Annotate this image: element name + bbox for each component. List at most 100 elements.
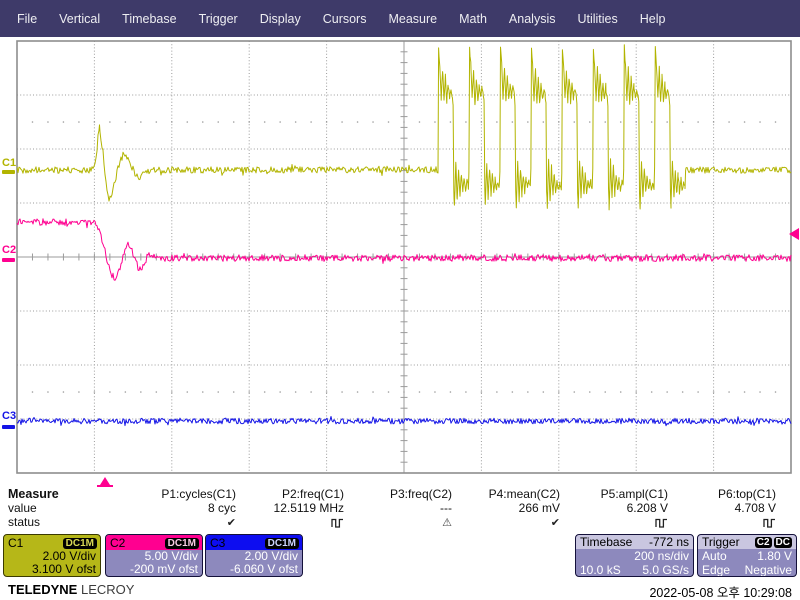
grid-dot: [712, 391, 715, 393]
timebase-header: Timebase -772 ns: [576, 535, 693, 549]
c1-offset: 3.100 V ofst: [31, 562, 96, 576]
label-c1[interactable]: C1: [2, 157, 16, 169]
grid-dot: [558, 121, 560, 123]
c3-coupling-badge: DC1M: [264, 537, 299, 549]
c1-coupling-badge: DC1M: [62, 537, 97, 549]
menu-item-utilities[interactable]: Utilities: [577, 11, 618, 26]
menu-item-vertical[interactable]: Vertical: [59, 11, 101, 26]
measure-header-row: Measure P1:cycles(C1) P2:freq(C1) P3:freq(…: [0, 487, 800, 501]
grid-dot: [310, 121, 312, 123]
grid-dot: [449, 121, 452, 123]
grid-dot: [31, 121, 34, 123]
measure-header-p1[interactable]: P1:cycles(C1): [161, 487, 236, 501]
menu-item-measure[interactable]: Measure: [388, 11, 438, 26]
grid-dot: [140, 391, 142, 393]
grid-dot: [201, 391, 204, 393]
grid-dot: [635, 121, 637, 123]
ground-marker-c1[interactable]: [2, 170, 15, 174]
brand-bold: TELEDYNE: [8, 582, 78, 597]
grid-dot: [542, 391, 545, 393]
trigger-coupling-badge: DC: [773, 536, 792, 548]
measure-header-p5[interactable]: P5:ampl(C1): [600, 487, 668, 501]
grid-dot: [573, 391, 576, 393]
label-c2[interactable]: C2: [2, 244, 16, 256]
grid-dot: [588, 121, 591, 123]
menu-item-trigger[interactable]: Trigger: [198, 11, 238, 26]
trigger-position-marker[interactable]: [100, 477, 110, 485]
c3-header: C3 DC1M: [206, 535, 302, 550]
timebase-box[interactable]: Timebase -772 ns 200 ns/div 10.0 kS 5.0 …: [575, 534, 694, 577]
menu-item-math[interactable]: Math: [459, 11, 487, 26]
grid-dot: [341, 391, 343, 393]
trace-c1: [16, 44, 792, 211]
grid-dot: [650, 391, 653, 393]
menu-item-analysis[interactable]: Analysis: [508, 11, 556, 26]
brand-light: LECROY: [80, 582, 135, 597]
grid-dot: [480, 391, 483, 393]
grid-dot: [109, 391, 111, 393]
grid-dot: [217, 391, 220, 393]
measure-header-p3[interactable]: P3:freq(C2): [389, 487, 452, 501]
measure-status-p1: ✔: [128, 515, 236, 529]
measure-status-p4: ✔: [452, 515, 560, 529]
menu-item-help[interactable]: Help: [639, 11, 666, 26]
trace-c3: [16, 416, 792, 427]
measure-value-row: value 8 cyc 12.5119 MHz --- 266 mV 6.208 V 4.…: [0, 501, 800, 515]
menu-item-display[interactable]: Display: [259, 11, 301, 26]
measure-header-p4[interactable]: P4:mean(C2): [488, 487, 560, 501]
grid-dot: [511, 121, 514, 123]
menu-item-timebase[interactable]: Timebase: [122, 11, 177, 26]
grid-dot: [387, 121, 390, 123]
measure-value-p1: 8 cyc: [207, 501, 236, 515]
trigger-box[interactable]: Trigger C2 DC Auto 1.80 V Edge Negative: [697, 534, 797, 577]
grid-dot: [604, 391, 607, 393]
grid-dot: [434, 391, 436, 393]
trigger-mode: Auto: [702, 549, 727, 563]
pulse-icon: [331, 518, 343, 528]
grid-dot: [186, 391, 189, 393]
grid-dot: [109, 121, 111, 123]
c2-vdiv: 5.00 V/div: [144, 549, 198, 563]
grid-dot: [774, 391, 777, 393]
ground-marker-c2[interactable]: [2, 258, 15, 262]
label-c3[interactable]: C3: [2, 410, 16, 422]
grid-dot: [372, 121, 374, 123]
grid-dot: [294, 391, 297, 393]
grid-dot: [619, 121, 622, 123]
grid-dot: [232, 391, 235, 393]
grid-dot: [403, 391, 405, 393]
grid-dot: [47, 121, 49, 123]
grid-dot: [31, 391, 34, 393]
grid-dot: [759, 121, 761, 123]
channel-descriptor-c3[interactable]: C3 DC1M 2.00 V/div -6.060 V ofst: [205, 534, 303, 577]
trigger-source-badge: C2: [754, 536, 772, 548]
grid-dot: [310, 391, 312, 393]
grid-dot: [681, 391, 684, 393]
grid-dot: [232, 121, 235, 123]
grid-dot: [201, 121, 204, 123]
menu-item-cursors[interactable]: Cursors: [322, 11, 367, 26]
menu-item-file[interactable]: File: [17, 11, 38, 26]
measure-panel: Measure P1:cycles(C1) P2:freq(C1) P3:freq(…: [0, 487, 800, 529]
grid-dot: [480, 121, 483, 123]
status-row-label: status: [8, 515, 41, 529]
grid-dot: [465, 121, 467, 123]
ground-marker-c3[interactable]: [2, 425, 15, 429]
channel-descriptor-c1[interactable]: C1 DC1M 2.00 V/div 3.100 V ofst: [3, 534, 101, 577]
grid-dot: [604, 121, 607, 123]
grid-dot: [248, 121, 250, 123]
measure-status-p3: ⚠: [344, 515, 452, 529]
grid-dot: [697, 391, 699, 393]
channel-descriptor-c2[interactable]: C2 DC1M 5.00 V/div -200 mV ofst: [105, 534, 203, 577]
timebase-title: Timebase: [580, 535, 633, 549]
trigger-level-marker[interactable]: [789, 228, 799, 240]
grid-dot: [294, 121, 297, 123]
measure-header-p6[interactable]: P6:top(C1): [717, 487, 776, 501]
measure-value-p6: 4.708 V: [734, 501, 776, 515]
measure-header-p2[interactable]: P2:freq(C1): [281, 487, 344, 501]
scope-display: C1 C2 C3: [2, 40, 799, 487]
measure-status-p5: [560, 515, 668, 529]
grid-dot: [93, 121, 96, 123]
grid-dot: [47, 391, 49, 393]
grid-dot: [743, 391, 746, 393]
